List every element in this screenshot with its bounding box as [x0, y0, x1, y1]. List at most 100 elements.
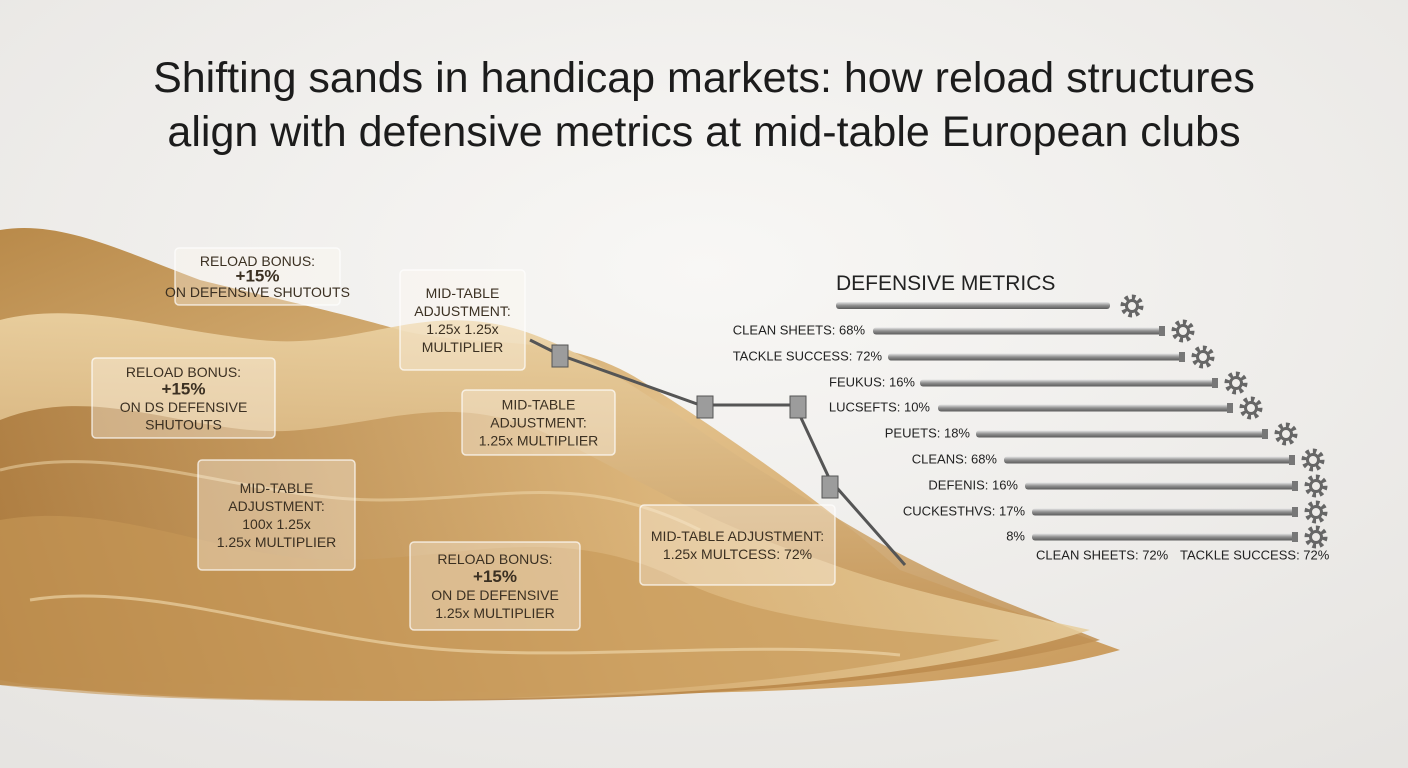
metrics-title: DEFENSIVE METRICS [836, 272, 1055, 295]
card: MID-TABLE ADJUSTMENT: 100x 1.25x 1.25x MULT… [197, 459, 356, 571]
gear-ring [1125, 299, 1139, 313]
gear-teeth [1224, 371, 1248, 395]
bar-cap [1292, 481, 1298, 491]
gear-teeth [1239, 396, 1263, 420]
bar-cap [1289, 455, 1295, 465]
metric-label: FEUKUS: 16% [829, 374, 915, 389]
cards: RELOAD BONUS:+15%ON DEFENSIVE SHUTOUTS MI… [91, 247, 836, 631]
gear-icon [1224, 371, 1248, 395]
bar-cap [1262, 429, 1268, 439]
gear-ring [1306, 453, 1320, 467]
clamp [551, 344, 569, 368]
bar-cap [1292, 532, 1298, 542]
gear-icon [1239, 396, 1263, 420]
card-line: RELOAD BONUS: [437, 551, 552, 567]
metric-bar [938, 404, 1233, 412]
metric-bar [1032, 508, 1298, 516]
metric-bar [920, 379, 1218, 387]
gear-icon [1171, 319, 1195, 343]
ripple [29, 594, 901, 657]
bar-cap [1292, 507, 1298, 517]
clamp [789, 395, 807, 419]
card: MID-TABLE ADJUSTMENT: 1.25x MULTCESS: 72% [639, 504, 836, 586]
card-glass [639, 504, 836, 586]
metrics-panel: DEFENSIVE METRICS CLEAN SHEETS: 72% TACK… [733, 272, 1330, 562]
card-line: +15% [473, 567, 517, 586]
bar-cap [1227, 403, 1233, 413]
card: MID-TABLE ADJUSTMENT: 1.25x 1.25x MULTIPLIE… [399, 269, 526, 371]
gear-ring [1309, 479, 1323, 493]
clamp [696, 395, 714, 419]
card-line: 1.25x MULTIPLIER [479, 433, 599, 449]
metric-bar [976, 430, 1268, 438]
cable [529, 338, 907, 566]
gear-icon [1274, 422, 1298, 446]
gear-ring [1279, 427, 1293, 441]
title-line: align with defensive metrics at mid-tabl… [167, 108, 1240, 156]
card-glass [197, 459, 356, 571]
gear-icon [1301, 448, 1325, 472]
metric-label: TACKLE SUCCESS: 72% [733, 348, 883, 363]
card-line: MULTIPLIER [422, 339, 503, 355]
card-line: ADJUSTMENT: [414, 303, 510, 319]
bar-cap [1159, 326, 1165, 336]
metric-label: 8% [1006, 528, 1025, 543]
metric-label: CLEANS: 68% [912, 451, 998, 466]
card-line: ON DS DEFENSIVE [120, 399, 248, 415]
card-glass [399, 269, 526, 371]
card: MID-TABLE ADJUSTMENT: 1.25x MULTIPLIER [461, 389, 616, 456]
metric-bar [873, 327, 1165, 335]
gear-icon [1120, 294, 1144, 318]
card-glass [174, 247, 341, 306]
card-line: SHUTOUTS [145, 416, 222, 432]
title-line: Shifting sands in handicap markets: how … [153, 54, 1255, 102]
metric-label: PEUETS: 18% [885, 425, 971, 440]
metrics-footer: TACKLE SUCCESS: 72% [1180, 547, 1330, 562]
card-line: ADJUSTMENT: [228, 498, 324, 514]
card-glass [409, 541, 581, 631]
bar-cap [1179, 352, 1185, 362]
card: RELOAD BONUS:+15%ON DEFENSIVE SHUTOUTS [165, 247, 350, 306]
card-line: ON DEFENSIVE SHUTOUTS [165, 284, 350, 300]
card-line: +15% [236, 267, 280, 286]
dune [0, 515, 1000, 701]
gear-ring [1309, 530, 1323, 544]
card-line: 1.25x MULTCESS: 72% [663, 546, 812, 562]
gear-teeth [1120, 294, 1144, 318]
card-line: 1.25x MULTIPLIER [217, 534, 337, 550]
gear-teeth [1301, 448, 1325, 472]
gear-teeth [1304, 474, 1328, 498]
gear-icon [1191, 345, 1215, 369]
card-line: MID-TABLE ADJUSTMENT: [651, 528, 824, 544]
gear-ring [1196, 350, 1210, 364]
card: RELOAD BONUS:+15%ON DE DEFENSIVE 1.25x MU… [409, 541, 581, 631]
title: Shifting sands in handicap markets: how … [153, 54, 1255, 156]
gear-teeth [1274, 422, 1298, 446]
card-line: RELOAD BONUS: [200, 253, 315, 269]
metric-bar [888, 353, 1185, 361]
card-line: MID-TABLE [502, 397, 576, 413]
metric-bar [1025, 482, 1298, 490]
metric-bar [1032, 533, 1298, 541]
metric-label: CUCKESTHVS: 17% [903, 503, 1026, 518]
gear-ring [1309, 505, 1323, 519]
bar-cap [1212, 378, 1218, 388]
clamp [821, 475, 839, 499]
gear-teeth [1304, 525, 1328, 549]
metric-label: CLEAN SHEETS: 68% [733, 322, 866, 337]
metric-bar [836, 302, 1110, 309]
card-line: +15% [162, 379, 206, 398]
metric-bar [1004, 456, 1295, 464]
sand-dunes [0, 228, 1120, 701]
gear-ring [1176, 324, 1190, 338]
card-line: RELOAD BONUS: [126, 364, 241, 380]
card-line: 1.25x MULTIPLIER [435, 605, 555, 621]
card-line: 1.25x 1.25x [426, 321, 498, 337]
card-line: MID-TABLE [426, 285, 500, 301]
gear-ring [1229, 376, 1243, 390]
card-line: ON DE DEFENSIVE [431, 587, 559, 603]
metrics-footer: CLEAN SHEETS: 72% [1036, 547, 1169, 562]
gear-icon [1304, 474, 1328, 498]
